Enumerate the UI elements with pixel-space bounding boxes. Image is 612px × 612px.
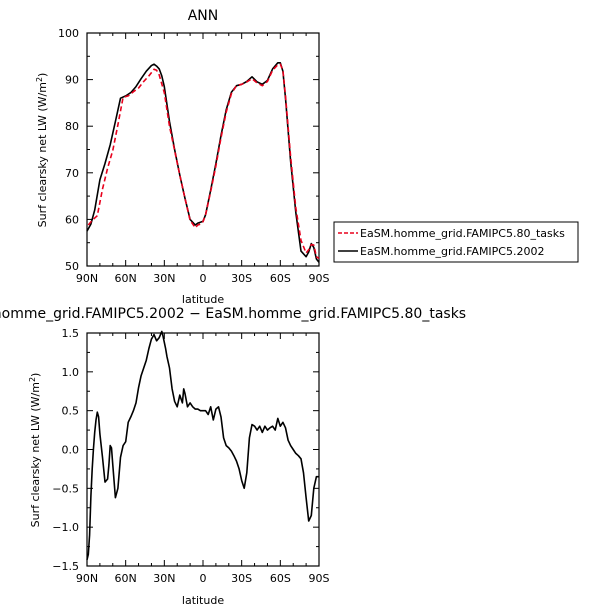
bottom-y-axis-label-tail: ) [29, 373, 42, 377]
y-tick-label: 1.5 [62, 327, 80, 340]
x-tick-label: 90S [309, 572, 330, 585]
x-tick-label: 60S [270, 272, 291, 285]
legend-label-2002: EaSM.homme_grid.FAMIPC5.2002 [360, 245, 544, 258]
x-tick-label: 30N [153, 572, 175, 585]
y-tick-label: −1.0 [52, 521, 79, 534]
bottom-y-axis-label: Surf clearsky net LW (W/m2) [28, 373, 42, 528]
x-tick-label: 0 [200, 272, 207, 285]
top-y-axis-label-sup: 2 [35, 77, 44, 82]
legend-label-80-tasks: EaSM.homme_grid.FAMIPC5.80_tasks [360, 227, 565, 240]
series-line-0 [86, 330, 319, 560]
bottom-y-axis-label-sup: 2 [28, 377, 37, 382]
top-axes: 90N 60N 30N 0 30S 60S 90S 50 60 70 80 90 100 [58, 27, 330, 285]
bottom-axes: 90N 60N 30N 0 30S 60S 90S −1.5 −1.0 −0.5 0.0 0.5 1.0… [52, 327, 329, 585]
x-tick-label: 30S [231, 572, 252, 585]
y-tick-label: 70 [65, 167, 79, 180]
bottom-chart: EaSM.homme_grid.FAMIPC5.2002 − EaSM.homm… [0, 306, 466, 607]
top-chart: ANN 90N 60N 30N 0 30S 60S 90S 50 60 70 80 90 100 lat… [35, 8, 579, 306]
top-y-axis-label: Surf clearsky net LW (W/m2) [35, 73, 49, 228]
bottom-chart-title: EaSM.homme_grid.FAMIPC5.2002 − EaSM.homm… [0, 306, 466, 322]
top-y-axis-label-main: Surf clearsky net LW (W/m [36, 82, 49, 227]
x-tick-label: 60S [270, 572, 291, 585]
x-tick-label: 90S [309, 272, 330, 285]
x-tick-label: 0 [200, 572, 207, 585]
top-chart-title: ANN [188, 8, 219, 24]
y-tick-label: 80 [65, 120, 79, 133]
y-tick-label: 100 [58, 27, 79, 40]
top-x-axis-label: latitude [182, 293, 224, 306]
x-tick-label: 30N [153, 272, 175, 285]
x-tick-label: 90N [76, 572, 98, 585]
y-tick-label: 50 [65, 260, 79, 273]
y-tick-label: −1.5 [52, 560, 79, 573]
top-plot-frame [86, 32, 320, 267]
bottom-y-axis-label-main: Surf clearsky net LW (W/m [29, 382, 42, 527]
y-tick-label: 90 [65, 74, 79, 87]
legend-box [333, 221, 579, 263]
bottom-series-group [86, 330, 319, 560]
y-tick-label: 0.5 [62, 405, 80, 418]
top-series-group [86, 61, 320, 263]
x-tick-label: 90N [76, 272, 98, 285]
x-tick-label: 60N [115, 272, 137, 285]
legend: EaSM.homme_grid.FAMIPC5.80_tasks EaSM.ho… [333, 221, 579, 263]
top-y-axis-label-tail: ) [36, 73, 49, 77]
series-line-0 [87, 63, 320, 260]
y-tick-label: 0.0 [62, 444, 80, 457]
y-tick-label: 60 [65, 213, 79, 226]
x-tick-label: 30S [231, 272, 252, 285]
x-tick-label: 60N [115, 572, 137, 585]
y-tick-label: 1.0 [62, 366, 80, 379]
series-line-1 [86, 61, 320, 263]
y-tick-label: −0.5 [52, 482, 79, 495]
bottom-x-axis-label: latitude [182, 594, 224, 607]
